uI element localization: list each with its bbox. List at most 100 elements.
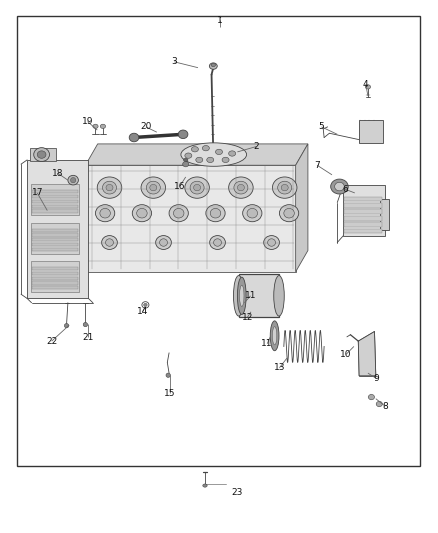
Ellipse shape	[37, 151, 46, 158]
Bar	[30, 148, 56, 161]
Ellipse shape	[142, 302, 149, 308]
Ellipse shape	[169, 205, 188, 222]
Ellipse shape	[144, 303, 147, 306]
Ellipse shape	[102, 236, 117, 249]
Text: 14: 14	[137, 308, 148, 316]
Ellipse shape	[150, 184, 157, 191]
Ellipse shape	[83, 322, 88, 327]
Text: 7: 7	[314, 161, 320, 169]
Bar	[239, 274, 279, 317]
Bar	[27, 160, 88, 298]
Ellipse shape	[233, 276, 244, 316]
Bar	[32, 233, 78, 237]
Ellipse shape	[335, 182, 344, 191]
Ellipse shape	[100, 208, 110, 218]
Text: 12: 12	[242, 313, 253, 321]
Ellipse shape	[146, 181, 160, 194]
Ellipse shape	[166, 373, 170, 377]
Text: 3: 3	[171, 58, 177, 66]
Ellipse shape	[190, 181, 204, 194]
Text: 13: 13	[274, 364, 285, 372]
Ellipse shape	[194, 184, 201, 191]
Ellipse shape	[93, 124, 98, 128]
Ellipse shape	[202, 146, 209, 151]
Ellipse shape	[229, 151, 236, 156]
Ellipse shape	[237, 184, 244, 191]
Text: 15: 15	[164, 389, 176, 398]
Bar	[32, 272, 78, 275]
Ellipse shape	[264, 236, 279, 249]
Text: 18: 18	[52, 169, 64, 177]
Ellipse shape	[243, 205, 262, 222]
Text: 20: 20	[140, 123, 152, 131]
Ellipse shape	[270, 321, 279, 351]
Ellipse shape	[229, 177, 253, 198]
Ellipse shape	[34, 148, 49, 161]
Bar	[32, 190, 78, 193]
Bar	[32, 238, 78, 241]
Ellipse shape	[173, 208, 184, 218]
Bar	[32, 248, 78, 251]
Bar	[380, 199, 389, 230]
Ellipse shape	[247, 208, 258, 218]
Ellipse shape	[207, 157, 214, 163]
Ellipse shape	[331, 179, 348, 194]
Ellipse shape	[159, 239, 167, 246]
Bar	[344, 203, 382, 208]
Bar	[359, 120, 383, 143]
Bar	[32, 209, 78, 213]
Bar	[32, 243, 78, 246]
Polygon shape	[296, 144, 308, 272]
Text: 11: 11	[245, 292, 256, 300]
Ellipse shape	[184, 158, 188, 161]
Bar	[31, 184, 79, 215]
Bar	[32, 205, 78, 208]
Ellipse shape	[279, 205, 299, 222]
Text: 8: 8	[382, 402, 388, 410]
Ellipse shape	[240, 285, 244, 306]
Ellipse shape	[185, 153, 192, 158]
Bar	[31, 261, 79, 292]
Text: 1: 1	[217, 16, 223, 25]
Ellipse shape	[210, 236, 226, 249]
Ellipse shape	[196, 157, 203, 163]
Bar	[343, 185, 385, 236]
Text: 4: 4	[363, 80, 368, 88]
Polygon shape	[358, 332, 376, 376]
Ellipse shape	[64, 324, 69, 328]
Bar	[32, 267, 78, 270]
Bar	[31, 223, 79, 254]
Ellipse shape	[210, 208, 221, 218]
Bar	[344, 229, 382, 233]
Bar	[32, 286, 78, 289]
Ellipse shape	[71, 177, 76, 183]
Ellipse shape	[97, 177, 122, 198]
Ellipse shape	[368, 394, 374, 400]
Ellipse shape	[272, 327, 277, 345]
Text: 21: 21	[82, 333, 93, 342]
Bar	[85, 165, 296, 272]
Ellipse shape	[209, 63, 217, 69]
Text: 16: 16	[174, 182, 185, 191]
Text: 23: 23	[231, 488, 243, 497]
Ellipse shape	[211, 63, 215, 67]
Ellipse shape	[132, 205, 152, 222]
Ellipse shape	[155, 236, 171, 249]
Ellipse shape	[274, 276, 284, 316]
Bar	[344, 209, 382, 214]
Ellipse shape	[234, 181, 248, 194]
Ellipse shape	[178, 130, 188, 139]
Text: 5: 5	[318, 123, 325, 131]
Ellipse shape	[106, 184, 113, 191]
Ellipse shape	[102, 181, 117, 194]
Text: 11: 11	[261, 340, 273, 348]
Ellipse shape	[191, 147, 198, 152]
Text: 22: 22	[46, 337, 57, 345]
Ellipse shape	[222, 157, 229, 163]
Text: 2: 2	[254, 142, 259, 151]
Ellipse shape	[237, 277, 246, 314]
Text: 9: 9	[373, 374, 379, 383]
Ellipse shape	[141, 177, 166, 198]
Bar	[32, 195, 78, 198]
Ellipse shape	[281, 184, 288, 191]
